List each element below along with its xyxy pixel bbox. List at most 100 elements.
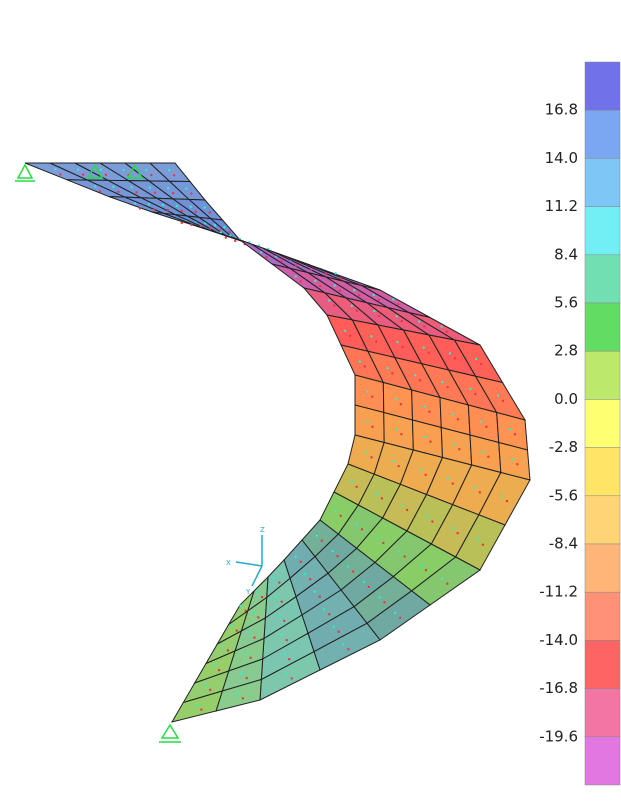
- node-marker: [406, 509, 408, 511]
- node-marker: [190, 224, 192, 226]
- node-marker: [283, 653, 285, 655]
- node-marker: [373, 294, 375, 296]
- legend-swatch: [585, 110, 620, 158]
- node-marker: [378, 299, 380, 301]
- node-marker: [373, 310, 375, 312]
- node-marker: [167, 209, 169, 211]
- legend-swatch: [585, 62, 620, 110]
- node-marker: [371, 396, 373, 398]
- node-marker: [511, 458, 513, 460]
- axis-label: Y: [245, 588, 251, 596]
- node-marker: [446, 583, 448, 585]
- node-marker: [257, 616, 259, 618]
- node-marker: [376, 492, 378, 494]
- node-marker: [227, 649, 229, 651]
- node-marker: [181, 210, 183, 212]
- node-marker: [356, 523, 358, 525]
- node-marker: [99, 190, 101, 192]
- node-marker: [276, 596, 278, 598]
- node-marker: [382, 542, 384, 544]
- node-marker: [352, 570, 354, 572]
- node-marker: [295, 275, 297, 277]
- node-marker: [370, 335, 372, 337]
- node-marker: [447, 477, 449, 479]
- legend-swatch: [585, 448, 620, 496]
- node-marker: [397, 465, 399, 467]
- node-marker: [59, 173, 61, 175]
- node-marker: [77, 168, 79, 170]
- node-marker: [173, 174, 175, 176]
- legend-swatch: [585, 207, 620, 255]
- node-marker: [105, 174, 107, 176]
- node-marker: [339, 277, 341, 279]
- node-marker: [395, 428, 397, 430]
- node-marker: [353, 289, 355, 291]
- legend-swatch: [585, 303, 620, 351]
- node-marker: [474, 393, 476, 395]
- node-marker: [281, 634, 283, 636]
- node-marker: [474, 486, 476, 488]
- node-marker: [381, 497, 383, 499]
- legend-swatch: [585, 496, 620, 544]
- node-marker: [213, 664, 215, 666]
- node-marker: [344, 330, 346, 332]
- node-marker: [441, 578, 443, 580]
- node-marker: [359, 360, 361, 362]
- legend-swatch: [585, 640, 620, 688]
- node-marker: [391, 372, 393, 374]
- node-marker: [323, 608, 325, 610]
- node-marker: [122, 169, 124, 171]
- node-marker: [195, 211, 197, 213]
- node-marker: [291, 677, 293, 679]
- node-marker: [366, 421, 368, 423]
- node-marker: [425, 474, 427, 476]
- legend-label: -14.0: [539, 631, 578, 649]
- legend-label: -2.8: [549, 438, 578, 456]
- legend-label: -16.8: [539, 679, 578, 697]
- node-marker: [375, 340, 377, 342]
- node-marker: [397, 303, 399, 305]
- node-marker: [403, 555, 405, 557]
- node-marker: [181, 222, 183, 224]
- node-marker: [214, 224, 216, 226]
- node-marker: [236, 629, 238, 631]
- node-marker: [309, 578, 311, 580]
- legend-swatch: [585, 255, 620, 303]
- node-marker: [368, 586, 370, 588]
- viewport: 16.814.011.28.45.62.80.0-2.8-5.6-8.4-11.…: [0, 0, 621, 803]
- node-marker: [225, 236, 227, 238]
- node-marker: [418, 320, 420, 322]
- node-marker: [130, 186, 132, 188]
- node-marker: [456, 532, 458, 534]
- node-marker: [281, 601, 283, 603]
- node-marker: [365, 451, 367, 453]
- node-marker: [487, 456, 489, 458]
- node-marker: [145, 169, 147, 171]
- node-marker: [426, 515, 428, 517]
- node-marker: [383, 601, 385, 603]
- node-marker: [451, 527, 453, 529]
- color-legend: 16.814.011.28.45.62.80.0-2.8-5.6-8.4-11.…: [539, 62, 620, 785]
- node-marker: [204, 684, 206, 686]
- node-marker: [261, 596, 263, 598]
- node-marker: [328, 613, 330, 615]
- node-marker: [452, 413, 454, 415]
- node-marker: [401, 346, 403, 348]
- node-marker: [314, 280, 316, 282]
- node-marker: [419, 379, 421, 381]
- legend-label: -8.4: [549, 535, 578, 553]
- node-marker: [334, 510, 336, 512]
- node-marker: [378, 315, 380, 317]
- node-marker: [172, 192, 174, 194]
- node-marker: [82, 173, 84, 175]
- node-marker: [231, 624, 233, 626]
- node-marker: [358, 294, 360, 296]
- node-marker: [204, 206, 206, 208]
- node-marker: [249, 657, 251, 659]
- node-marker: [401, 320, 403, 322]
- node-marker: [453, 443, 455, 445]
- node-marker: [228, 231, 230, 233]
- node-marker: [278, 581, 280, 583]
- node-marker: [349, 335, 351, 337]
- node-marker: [256, 591, 258, 593]
